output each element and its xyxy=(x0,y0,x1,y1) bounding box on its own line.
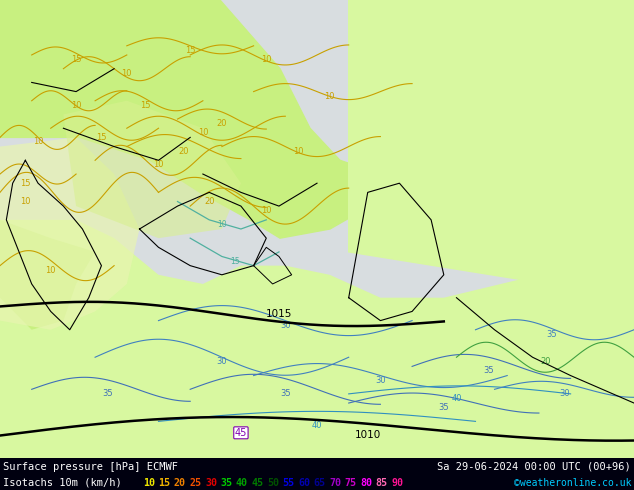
Text: 10: 10 xyxy=(261,206,271,215)
Text: 75: 75 xyxy=(344,478,356,488)
Text: 15: 15 xyxy=(20,179,30,188)
Text: 40: 40 xyxy=(312,421,322,430)
Text: 15: 15 xyxy=(71,55,81,64)
Text: Sa 29-06-2024 00:00 UTC (00+96): Sa 29-06-2024 00:00 UTC (00+96) xyxy=(437,462,631,472)
Text: 10: 10 xyxy=(198,128,208,137)
Text: 20: 20 xyxy=(540,357,550,367)
Text: 35: 35 xyxy=(439,403,449,412)
Text: 40: 40 xyxy=(236,478,248,488)
Text: 15: 15 xyxy=(96,133,107,142)
Text: 55: 55 xyxy=(283,478,295,488)
Text: 10: 10 xyxy=(143,478,155,488)
Text: 10: 10 xyxy=(33,138,43,147)
Text: 10: 10 xyxy=(71,101,81,110)
Text: 30: 30 xyxy=(280,320,290,330)
Text: 10: 10 xyxy=(153,160,164,170)
Text: 15: 15 xyxy=(158,478,171,488)
Text: 45: 45 xyxy=(235,428,247,438)
Polygon shape xyxy=(63,101,241,238)
Polygon shape xyxy=(349,0,634,298)
Text: 40: 40 xyxy=(451,394,462,403)
Text: 35: 35 xyxy=(547,330,557,339)
Text: 20: 20 xyxy=(174,478,186,488)
Text: 35: 35 xyxy=(483,367,493,375)
Text: 30: 30 xyxy=(375,376,385,385)
Text: ©weatheronline.co.uk: ©weatheronline.co.uk xyxy=(514,478,631,488)
Text: 1015: 1015 xyxy=(266,309,293,318)
Text: 15: 15 xyxy=(230,257,240,266)
Text: 30: 30 xyxy=(559,390,569,398)
Text: 20: 20 xyxy=(217,119,227,128)
Text: 10: 10 xyxy=(293,147,303,156)
Text: 70: 70 xyxy=(329,478,341,488)
Text: 35: 35 xyxy=(103,390,113,398)
Text: 10: 10 xyxy=(217,220,227,229)
Text: Surface pressure [hPa] ECMWF: Surface pressure [hPa] ECMWF xyxy=(3,462,178,472)
Text: 25: 25 xyxy=(190,478,202,488)
Text: 15: 15 xyxy=(141,101,151,110)
Polygon shape xyxy=(0,137,139,330)
Text: 45: 45 xyxy=(252,478,264,488)
Text: 10: 10 xyxy=(46,266,56,275)
Polygon shape xyxy=(0,220,95,330)
Text: 85: 85 xyxy=(375,478,387,488)
Text: 20: 20 xyxy=(204,197,214,206)
Text: 80: 80 xyxy=(360,478,372,488)
Polygon shape xyxy=(0,0,634,284)
Text: 30: 30 xyxy=(217,357,227,367)
Polygon shape xyxy=(0,220,634,458)
Text: 60: 60 xyxy=(298,478,310,488)
Text: 90: 90 xyxy=(391,478,403,488)
Text: 10: 10 xyxy=(325,92,335,100)
Text: 20: 20 xyxy=(179,147,189,156)
Text: 1010: 1010 xyxy=(355,430,381,440)
Polygon shape xyxy=(0,0,380,238)
Text: 35: 35 xyxy=(221,478,233,488)
Text: 50: 50 xyxy=(267,478,279,488)
Text: 65: 65 xyxy=(313,478,325,488)
Text: 10: 10 xyxy=(20,197,30,206)
Text: 35: 35 xyxy=(280,390,290,398)
Text: 30: 30 xyxy=(205,478,217,488)
Text: 10: 10 xyxy=(261,55,271,64)
Text: 10: 10 xyxy=(122,69,132,78)
Text: 15: 15 xyxy=(185,46,195,55)
Text: Isotachs 10m (km/h): Isotachs 10m (km/h) xyxy=(3,478,122,488)
